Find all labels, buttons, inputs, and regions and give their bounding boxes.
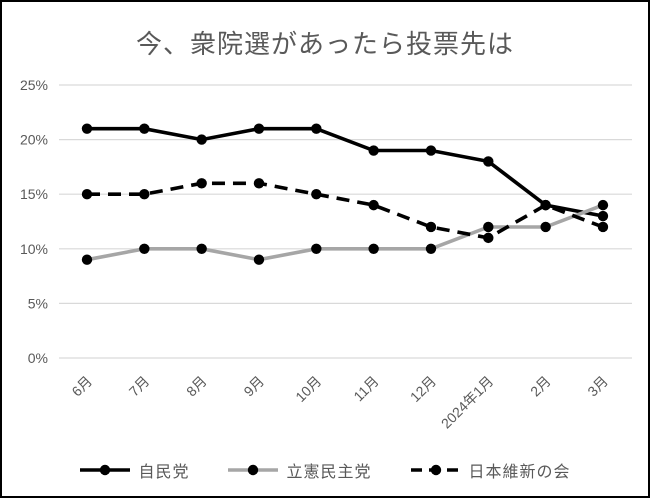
y-tick-label: 20% [20,132,48,148]
data-point-立憲民主党 [311,243,322,254]
data-point-自民党 [368,145,379,156]
data-point-日本維新の会 [368,199,379,211]
legend-label-jiminto: 自民党 [138,464,190,481]
data-point-日本維新の会 [196,178,207,189]
series-line-自民党 [87,126,604,218]
series-line-立憲民主党 [86,203,604,262]
y-tick-label: 25% [20,77,48,93]
data-point-自民党 [81,123,93,134]
legend-label-rikken: 立憲民主党 [286,464,372,481]
legend-item-ishin: 日本維新の会 [410,458,571,482]
data-point-自民党 [253,123,265,134]
data-point-日本維新の会 [597,221,609,233]
x-tick-label: 6月 [68,373,95,400]
legend-item-rikken: 立憲民主党 [227,458,371,482]
line-chart-plot-area: 0% 5% 10% 15% 20% 25% 6月 7月 8月 9月 10月 11月 12月2024年1月… [20,77,632,432]
x-tick-label: 9月 [240,373,267,400]
x-tick-label: 10月 [292,373,324,405]
data-point-日本維新の会 [483,232,494,244]
data-point-自民党 [196,134,207,145]
data-point-立憲民主党 [540,221,551,233]
x-tick-label: 7月 [126,373,153,400]
legend-item-jiminto: 自民党 [79,458,189,482]
data-point-立憲民主党 [425,243,437,254]
data-point-自民党 [597,210,609,222]
y-tick-label: 15% [20,186,48,202]
data-point-立憲民主党 [139,243,150,254]
data-point-日本維新の会 [425,221,437,233]
data-point-日本維新の会 [540,199,551,211]
data-point-立憲民主党 [253,254,265,265]
data-point-立憲民主党 [597,199,609,211]
x-tick-label: 12月 [407,373,439,405]
x-tick-label: 8月 [183,373,210,400]
x-tick-label: 11月 [350,373,381,404]
data-point-日本維新の会 [311,189,322,200]
data-point-自民党 [139,123,150,134]
y-tick-label: 0% [28,350,48,366]
series-line-日本維新の会 [87,181,604,240]
data-point-立憲民主党 [368,243,379,254]
legend-line-sample-solid-gray [228,464,279,476]
legend-line-sample-solid-black [80,464,131,476]
data-point-立憲民主党 [483,221,494,233]
y-tick-label: 5% [28,295,48,311]
data-point-日本維新の会 [139,189,150,200]
x-tick-label: 2024年1月 [438,373,497,432]
data-point-日本維新の会 [81,189,93,200]
y-tick-label: 10% [20,241,48,257]
data-point-自民党 [311,123,322,134]
data-point-自民党 [425,145,437,156]
legend-line-sample-dashed-black [410,464,461,476]
data-point-立憲民主党 [196,243,207,254]
data-point-日本維新の会 [253,178,265,189]
x-tick-label: 3月 [584,373,611,400]
x-tick-label: 2月 [527,373,554,400]
chart-title: 今、衆院選があったら投票先は [135,29,514,59]
data-point-立憲民主党 [81,254,93,265]
data-point-自民党 [483,156,494,167]
chart-legend: 自民党 立憲民主党 日本維新の会 [2,458,648,482]
legend-label-ishin: 日本維新の会 [468,464,571,481]
